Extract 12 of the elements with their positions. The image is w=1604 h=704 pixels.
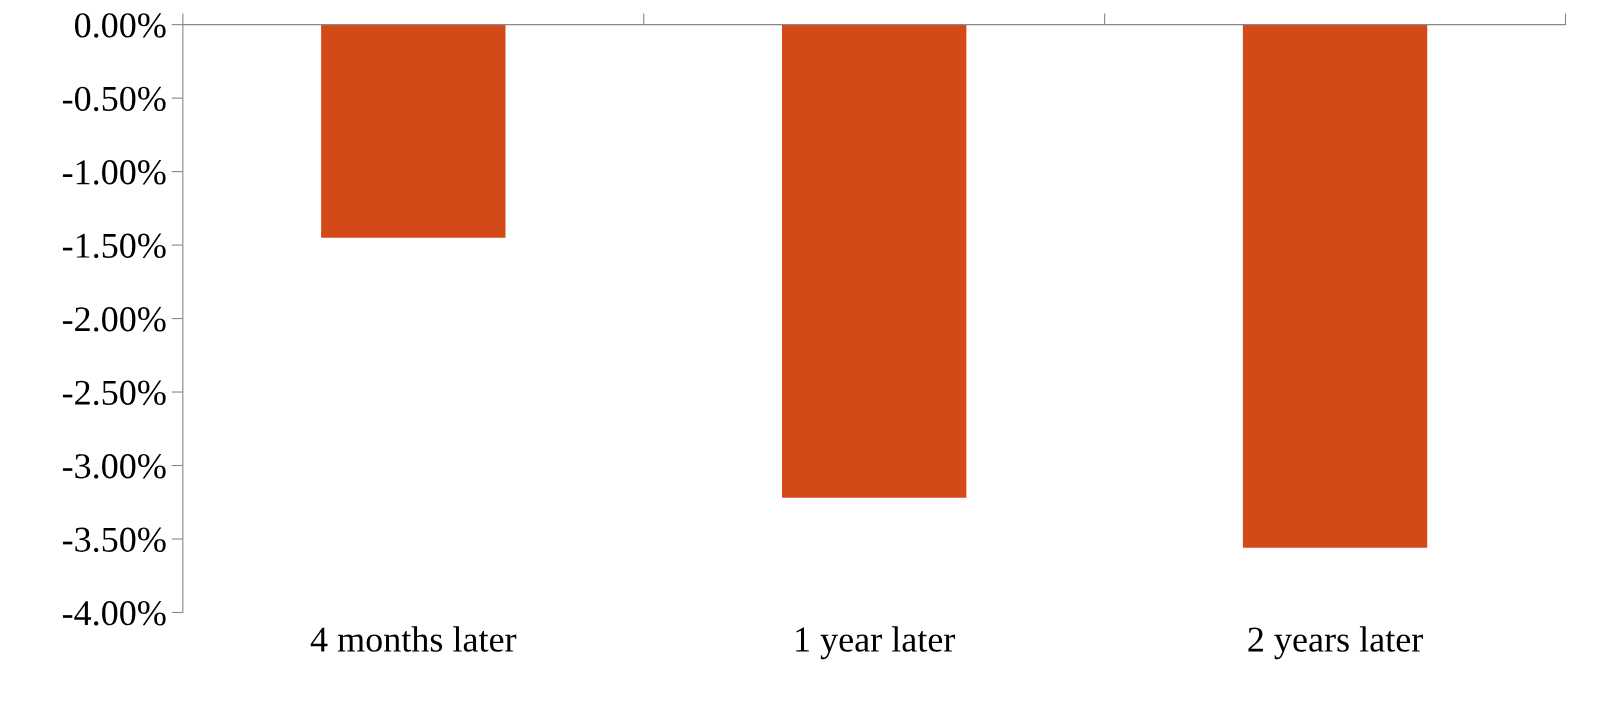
y-tick-label: -1.50% xyxy=(62,233,166,259)
y-tick-label: -3.00% xyxy=(62,454,166,479)
x-tick-label: 4 months later xyxy=(310,626,517,652)
y-tick-label: -0.50% xyxy=(62,86,166,112)
x-tick-label: 1 year later xyxy=(796,626,956,660)
y-tick-label: -3.50% xyxy=(62,527,166,553)
y-tick-label: -1.00% xyxy=(62,160,166,185)
y-tick-label: -2.00% xyxy=(62,307,166,332)
y-tick-label: -4.00% xyxy=(62,600,166,626)
x-tick-label: 2 years later xyxy=(1248,626,1423,660)
y-tick-label: 0.00% xyxy=(74,13,166,38)
y-tick-label: -2.50% xyxy=(62,380,166,406)
